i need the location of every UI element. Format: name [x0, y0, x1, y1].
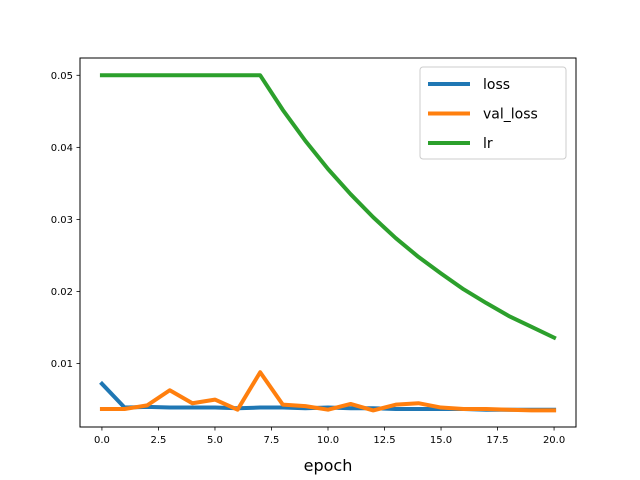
- x-tick-label: 7.5: [264, 435, 280, 446]
- series-line-val-loss: [99, 370, 557, 413]
- y-axis-ticks: 0.01 0.02 0.03 0.04 0.05: [51, 71, 80, 370]
- series-line-lr: [99, 73, 557, 341]
- legend-label-loss: loss: [483, 77, 510, 93]
- x-axis-ticks: 0.0 2.5 5.0 7.5 10.0 12.5 15.0 17.5 20.0: [94, 427, 565, 446]
- x-tick-label: 10.0: [317, 435, 339, 446]
- series-layer: [99, 73, 557, 413]
- x-tick-label: 0.0: [94, 435, 110, 446]
- y-tick-label: 0.05: [51, 71, 73, 82]
- x-tick-label: 2.5: [150, 435, 166, 446]
- y-tick-label: 0.02: [51, 287, 73, 298]
- x-tick-label: 12.5: [373, 435, 395, 446]
- legend-label-val-loss: val_loss: [483, 107, 538, 123]
- legend-label-lr: lr: [483, 136, 493, 152]
- legend-box: [419, 66, 567, 160]
- y-tick-label: 0.01: [51, 359, 73, 370]
- x-tick-label: 17.5: [486, 435, 508, 446]
- x-tick-label: 5.0: [207, 435, 223, 446]
- x-tick-label: 20.0: [543, 435, 565, 446]
- y-tick-label: 0.03: [51, 215, 73, 226]
- y-tick-label: 0.04: [51, 143, 73, 154]
- x-tick-label: 15.0: [430, 435, 452, 446]
- series-line-loss: [99, 380, 557, 412]
- x-axis-label: epoch: [304, 456, 353, 475]
